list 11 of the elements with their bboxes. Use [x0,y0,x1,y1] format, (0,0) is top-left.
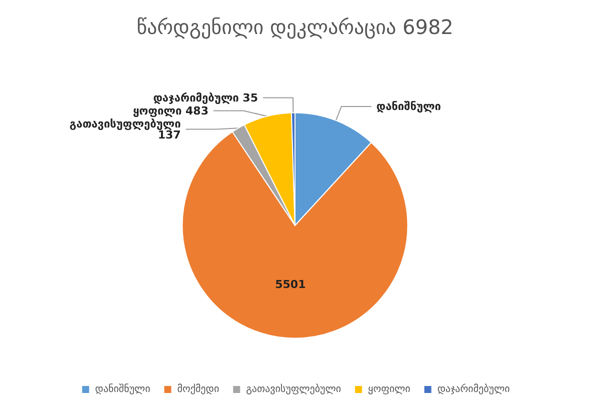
legend-label: ყოფილი [368,384,410,395]
data-label: გათავისუფლებული 137 [70,117,181,142]
legend-label: დაჯარიმებული [437,383,510,395]
data-label: დანიშნული [376,100,441,113]
chart-title: წარდგენილი დეკლარაცია 6982 [136,15,454,39]
legend-label: გათავისუფლებული [246,383,342,395]
legend-label: დანიშნული [95,383,150,395]
data-label: ყოფილი 483 [132,104,208,118]
legend-label: მოქმედი [177,383,220,395]
data-label: დაჯარიმებული 35 [153,91,258,104]
data-label: 5501 [275,278,306,292]
